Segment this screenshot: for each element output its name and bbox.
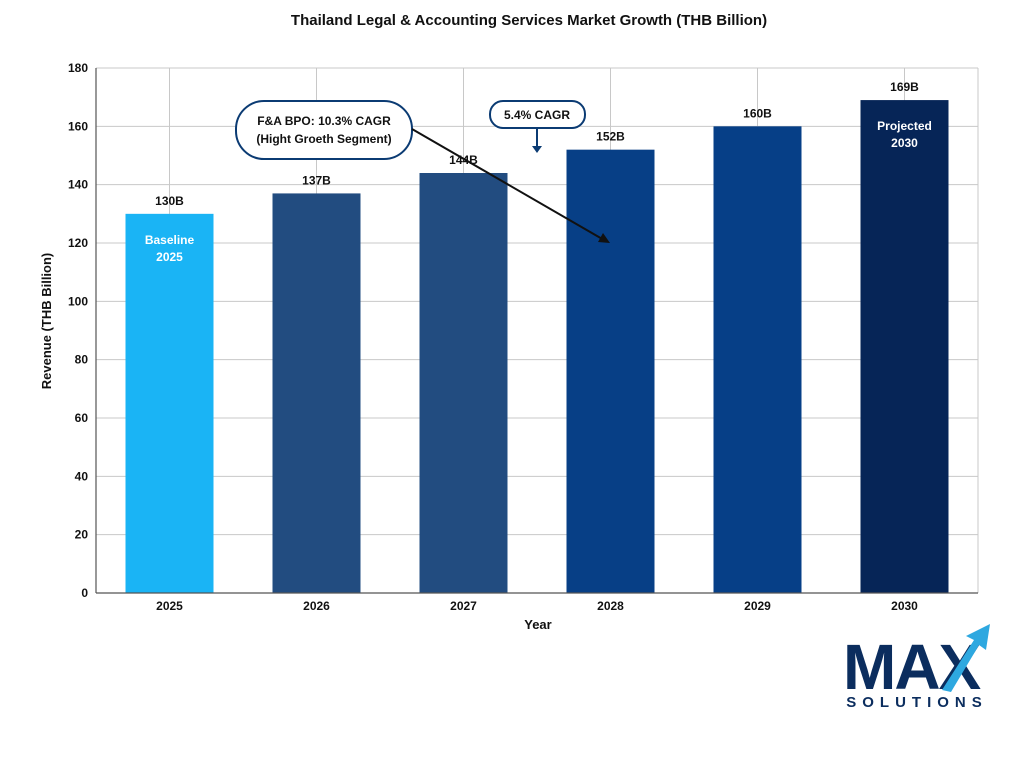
bar-2027 xyxy=(419,173,508,593)
bar-annotation-line: Baseline xyxy=(145,233,195,247)
fa-bpo-arrowhead-icon xyxy=(598,233,610,243)
y-tick-label: 160 xyxy=(68,119,88,133)
fa-bpo-callout: F&A BPO: 10.3% CAGR (Hight Groeth Segmen… xyxy=(235,100,610,243)
fa-bpo-callout-box xyxy=(235,100,413,160)
y-tick-label: 20 xyxy=(75,528,89,542)
y-axis-title: Revenue (THB Billion) xyxy=(39,253,54,390)
fa-bpo-callout-line-2: (Hight Groeth Segment) xyxy=(256,132,391,146)
bar-value-label: 160B xyxy=(743,106,772,120)
cagr-callout: 5.4% CAGR xyxy=(489,100,586,153)
bar-2025 xyxy=(125,213,214,594)
y-tick-label: 180 xyxy=(68,61,88,75)
y-tick-label: 60 xyxy=(75,411,89,425)
max-solutions-logo: MAX SOLUTIONS xyxy=(843,624,990,711)
x-tick-label: 2029 xyxy=(744,599,771,613)
bar-value-label: 169B xyxy=(890,80,919,94)
y-tick-label: 140 xyxy=(68,178,88,192)
chart-title: Thailand Legal & Accounting Services Mar… xyxy=(291,12,767,29)
bar-2028 xyxy=(566,149,655,593)
x-tick-label: 2030 xyxy=(891,599,918,613)
x-tick-label: 2027 xyxy=(450,599,477,613)
y-tick-label: 80 xyxy=(75,353,89,367)
y-tick-label: 100 xyxy=(68,294,88,308)
labels: 0 20 40 60 80 100 120 140 160 180 130B 2025 137B 2026… xyxy=(68,61,932,613)
fa-bpo-callout-arrow xyxy=(411,128,605,241)
bars xyxy=(125,100,949,594)
x-tick-label: 2028 xyxy=(597,599,624,613)
logo-arrow-icon xyxy=(942,624,990,692)
bar-2029 xyxy=(713,126,802,593)
bar-annotation-line: Projected xyxy=(877,119,932,133)
y-tick-label: 120 xyxy=(68,236,88,250)
y-tick-label: 0 xyxy=(81,586,88,600)
cagr-pointer-arrowhead-icon xyxy=(532,146,542,153)
cagr-callout-text: 5.4% CAGR xyxy=(504,108,570,122)
logo-subtext: SOLUTIONS xyxy=(846,694,988,711)
x-axis-title: Year xyxy=(524,617,551,632)
bar-annotation-line: 2025 xyxy=(156,250,183,264)
fa-bpo-callout-line-1: F&A BPO: 10.3% CAGR xyxy=(257,114,391,128)
y-tick-label: 40 xyxy=(75,469,89,483)
x-tick-label: 2025 xyxy=(156,599,183,613)
bar-value-label: 130B xyxy=(155,194,184,208)
bar-value-label: 152B xyxy=(596,130,625,144)
bar-2026 xyxy=(272,193,361,593)
bar-annotation-line: 2030 xyxy=(891,136,918,150)
bar-value-label: 137B xyxy=(302,173,331,187)
x-tick-label: 2026 xyxy=(303,599,330,613)
axes xyxy=(95,68,978,594)
bar-2030 xyxy=(860,100,949,593)
